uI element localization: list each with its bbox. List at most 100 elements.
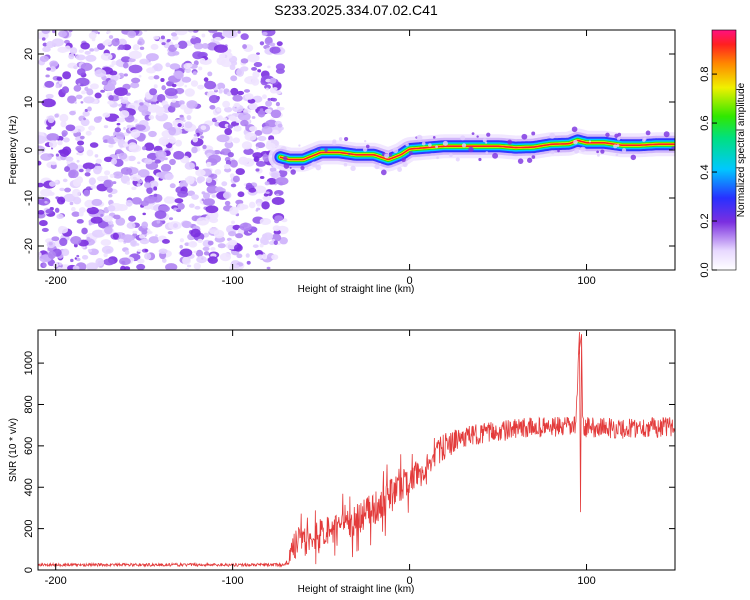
noise-speckle [194, 166, 199, 171]
noise-speckle [128, 215, 136, 222]
noise-speckle [104, 226, 113, 235]
noise-speckle [58, 30, 68, 38]
noise-speckle [123, 127, 126, 130]
noise-speckle [139, 102, 144, 106]
noise-speckle [264, 108, 272, 114]
noise-speckle [64, 187, 72, 193]
noise-speckle [40, 188, 53, 197]
noise-speckle [74, 101, 77, 104]
noise-speckle [261, 253, 268, 260]
noise-speckle [191, 146, 198, 154]
noise-speckle [107, 220, 114, 225]
noise-speckle [128, 144, 142, 153]
noise-speckle [255, 168, 260, 172]
noise-speckle [42, 262, 47, 268]
noise-speckle [186, 100, 198, 109]
noise-speckle [141, 229, 148, 235]
ridge-blotch [306, 167, 309, 170]
noise-speckle [115, 217, 126, 226]
noise-speckle [216, 82, 226, 90]
noise-speckle [71, 206, 76, 212]
noise-speckle [264, 84, 272, 90]
noise-speckle [101, 245, 114, 254]
noise-speckle [259, 217, 272, 226]
spectrogram-y-label: Frequency (Hz) [8, 116, 19, 185]
noise-speckle [59, 81, 64, 85]
noise-speckle [271, 254, 279, 260]
noise-speckle [193, 262, 201, 270]
noise-speckle [69, 201, 74, 206]
noise-speckle [107, 205, 116, 212]
noise-speckle [219, 252, 232, 262]
noise-speckle [190, 36, 202, 45]
noise-speckle [41, 227, 49, 233]
ridge-blotch [315, 164, 322, 171]
noise-speckle [68, 30, 73, 33]
noise-speckle [88, 125, 96, 131]
noise-speckle [124, 250, 130, 255]
noise-speckle [242, 44, 248, 49]
noise-speckle [103, 252, 108, 258]
ridge-blotch [478, 157, 482, 162]
noise-speckle [170, 32, 178, 37]
noise-speckle [195, 249, 204, 257]
snr-frame [37, 329, 676, 571]
noise-speckle [224, 128, 233, 136]
noise-speckle [222, 100, 231, 108]
noise-speckle [71, 211, 80, 217]
noise-speckle [233, 244, 243, 252]
ridge-blotch [526, 157, 533, 163]
noise-speckle [39, 55, 49, 62]
noise-speckle [90, 184, 97, 189]
spectrogram-x-ticks: -200 -100 0 100 [45, 30, 596, 287]
noise-speckle [156, 100, 159, 104]
noise-speckle [41, 37, 46, 41]
noise-speckle [232, 94, 243, 102]
noise-speckle [164, 87, 178, 97]
noise-speckle [94, 69, 107, 78]
noise-speckle [216, 134, 230, 143]
noise-speckle [230, 183, 237, 188]
ridge-blotch [486, 132, 491, 137]
noise-speckle [251, 116, 256, 119]
noise-speckle [270, 170, 281, 179]
noise-speckle [85, 168, 91, 173]
noise-speckle [186, 114, 192, 121]
noise-speckle [38, 160, 42, 166]
noise-speckle [192, 71, 197, 76]
noise-speckle [235, 233, 244, 239]
noise-speckle [119, 257, 131, 266]
noise-speckle [137, 249, 142, 252]
noise-speckle [102, 40, 108, 46]
ridge-blotch [455, 157, 460, 162]
ridge-blotch [492, 152, 499, 159]
noise-speckle [179, 238, 185, 243]
ridge-blotch [311, 161, 317, 168]
ridge-blotch [290, 169, 296, 175]
ridge-blotch [401, 157, 406, 162]
noise-speckle [237, 191, 245, 198]
noise-speckle [172, 50, 180, 56]
noise-speckle [122, 62, 129, 69]
noise-speckle [255, 142, 266, 149]
noise-speckle [66, 160, 71, 165]
noise-speckle [118, 96, 124, 100]
noise-speckle [136, 263, 146, 270]
noise-speckle [94, 92, 102, 99]
noise-speckle [243, 148, 254, 156]
noise-speckle [208, 95, 220, 104]
x-tick-label: 0 [407, 275, 413, 287]
noise-speckle [48, 140, 58, 148]
ridge-blotch [616, 144, 620, 147]
noise-speckle [194, 205, 201, 210]
noise-speckle [253, 62, 263, 68]
noise-speckle [78, 168, 84, 173]
ridge-blotch [378, 162, 382, 166]
noise-speckle [61, 86, 70, 94]
noise-speckle [247, 53, 260, 63]
noise-speckle [76, 257, 81, 262]
y-tick-label: 10 [23, 96, 35, 108]
noise-speckle [169, 63, 181, 70]
noise-speckle [40, 153, 53, 161]
noise-speckle [114, 127, 121, 133]
